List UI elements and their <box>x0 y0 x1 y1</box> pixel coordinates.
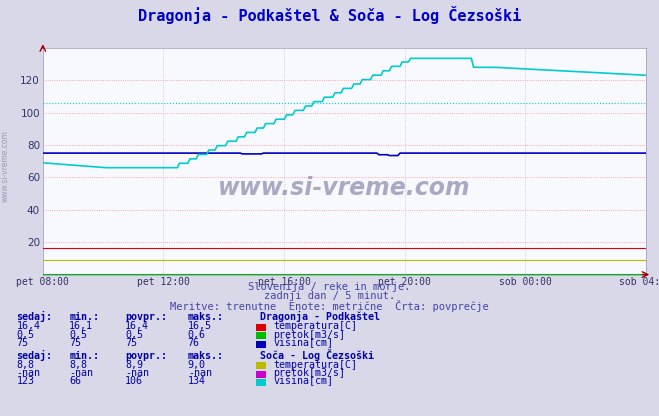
Text: sedaj:: sedaj: <box>16 349 53 361</box>
Text: Slovenija / reke in morje.: Slovenija / reke in morje. <box>248 282 411 292</box>
Text: povpr.:: povpr.: <box>125 351 167 361</box>
Text: 8,8: 8,8 <box>69 360 87 370</box>
Text: pretok[m3/s]: pretok[m3/s] <box>273 368 345 378</box>
Text: Dragonja - Podkaštel: Dragonja - Podkaštel <box>260 311 380 322</box>
Text: 16,4: 16,4 <box>125 322 149 332</box>
Text: -nan: -nan <box>125 368 149 378</box>
Text: www.si-vreme.com: www.si-vreme.com <box>1 131 10 202</box>
Text: maks.:: maks.: <box>188 351 224 361</box>
Text: 76: 76 <box>188 338 200 348</box>
Text: 0,5: 0,5 <box>16 330 34 340</box>
Text: 75: 75 <box>69 338 81 348</box>
Text: Soča - Log Čezsoški: Soča - Log Čezsoški <box>260 349 374 361</box>
Text: min.:: min.: <box>69 351 100 361</box>
Text: -nan: -nan <box>69 368 93 378</box>
Text: 0,5: 0,5 <box>69 330 87 340</box>
Text: Dragonja - Podkaštel & Soča - Log Čezsoški: Dragonja - Podkaštel & Soča - Log Čezsoš… <box>138 5 521 24</box>
Text: pretok[m3/s]: pretok[m3/s] <box>273 330 345 340</box>
Text: www.si-vreme.com: www.si-vreme.com <box>218 176 471 201</box>
Text: 0,6: 0,6 <box>188 330 206 340</box>
Text: -nan: -nan <box>16 368 40 378</box>
Text: 0,5: 0,5 <box>125 330 143 340</box>
Text: 134: 134 <box>188 376 206 386</box>
Text: 16,5: 16,5 <box>188 322 212 332</box>
Text: zadnji dan / 5 minut.: zadnji dan / 5 minut. <box>264 291 395 301</box>
Text: temperatura[C]: temperatura[C] <box>273 360 357 370</box>
Text: 16,4: 16,4 <box>16 322 40 332</box>
Text: min.:: min.: <box>69 312 100 322</box>
Text: Meritve: trenutne  Enote: metrične  Črta: povprečje: Meritve: trenutne Enote: metrične Črta: … <box>170 300 489 312</box>
Text: 16,1: 16,1 <box>69 322 93 332</box>
Text: 66: 66 <box>69 376 81 386</box>
Text: sedaj:: sedaj: <box>16 311 53 322</box>
Text: povpr.:: povpr.: <box>125 312 167 322</box>
Text: temperatura[C]: temperatura[C] <box>273 322 357 332</box>
Text: -nan: -nan <box>188 368 212 378</box>
Text: 75: 75 <box>16 338 28 348</box>
Text: 106: 106 <box>125 376 143 386</box>
Text: 8,9: 8,9 <box>125 360 143 370</box>
Text: 8,8: 8,8 <box>16 360 34 370</box>
Text: 123: 123 <box>16 376 34 386</box>
Text: maks.:: maks.: <box>188 312 224 322</box>
Text: 75: 75 <box>125 338 137 348</box>
Text: višina[cm]: višina[cm] <box>273 338 333 348</box>
Text: 9,0: 9,0 <box>188 360 206 370</box>
Text: višina[cm]: višina[cm] <box>273 376 333 386</box>
